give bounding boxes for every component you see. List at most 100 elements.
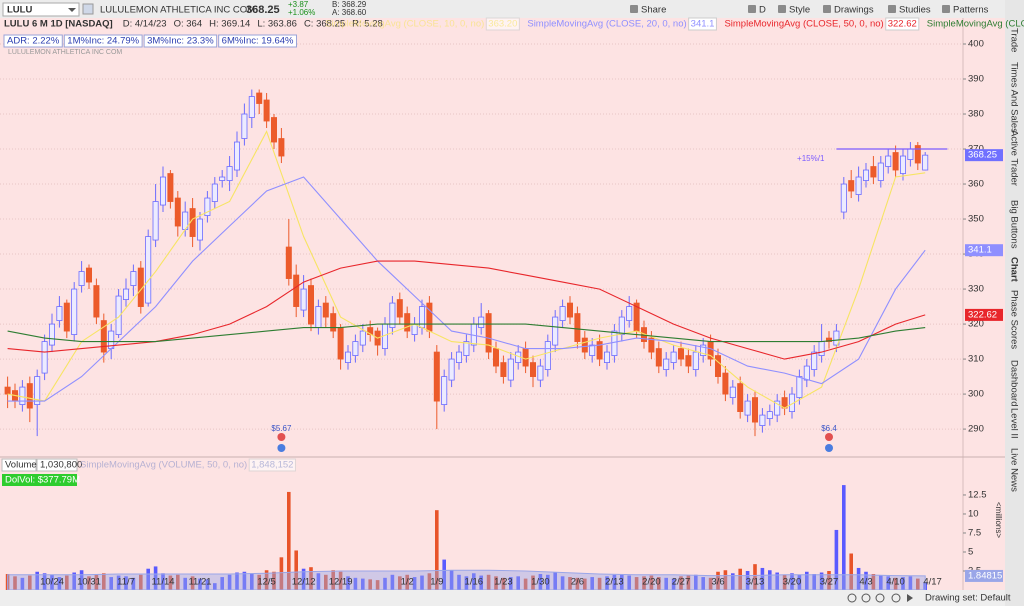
volume-bar <box>390 574 395 590</box>
toolbar-button-icon[interactable] <box>778 5 786 13</box>
toolbar-button[interactable]: Style <box>789 5 810 16</box>
candle-body <box>655 348 662 367</box>
side-tab[interactable]: Times And Sales <box>1008 62 1019 133</box>
side-tab[interactable]: Chart <box>1008 257 1019 283</box>
volume-bar <box>538 574 543 590</box>
y-tick-label: 5 <box>968 547 973 558</box>
top-bar <box>0 0 1024 18</box>
candle-body <box>863 169 870 181</box>
side-tab[interactable]: Dashboard <box>1008 360 1019 406</box>
side-tab[interactable]: Live News <box>1008 448 1019 492</box>
side-tab[interactable]: Big Buttons <box>1008 200 1019 249</box>
chart-background <box>0 18 1005 590</box>
study-marker: 322.62 <box>968 309 997 320</box>
zoom-out-icon[interactable] <box>847 593 857 603</box>
stat: 3M%Inc: 23.3% <box>147 36 214 47</box>
side-tab[interactable]: Trade <box>1008 28 1019 52</box>
toolbar-button-icon[interactable] <box>630 5 638 13</box>
volume-bar <box>886 576 890 590</box>
toolbar-button[interactable]: Studies <box>899 5 931 16</box>
x-tick-label: 2/6 <box>571 577 584 588</box>
x-tick-label: 1/2 <box>401 577 414 588</box>
toolbar-button-icon[interactable] <box>888 5 896 13</box>
reset-icon[interactable] <box>891 593 901 603</box>
candle-body <box>559 306 566 321</box>
candle-body <box>344 351 351 363</box>
bar-info: D: 4/14/23 <box>123 19 167 30</box>
candle-body <box>270 117 277 143</box>
volume-bar <box>834 529 839 590</box>
volume-bar <box>294 550 298 590</box>
volume-bar <box>605 576 609 590</box>
candle-body <box>41 341 48 374</box>
toolbar-button[interactable]: Patterns <box>953 5 989 16</box>
earnings-icon[interactable] <box>277 433 286 441</box>
candle-body <box>492 348 499 367</box>
toolbar-button[interactable]: D <box>759 5 766 16</box>
dividend-icon[interactable] <box>277 444 286 452</box>
volume-bar <box>57 577 62 590</box>
legend-name: SimpleMovingAvg (VOLUME, 50, 0, no) <box>80 460 247 471</box>
dividend-icon[interactable] <box>825 444 833 452</box>
volume-bar <box>464 576 469 590</box>
volume-bar <box>901 577 905 590</box>
cursor-icon[interactable] <box>907 594 913 602</box>
x-tick-label: 3/6 <box>711 577 724 588</box>
toolbar-button[interactable]: Share <box>641 5 666 16</box>
symbol[interactable]: LULU <box>7 5 32 16</box>
pan-icon[interactable] <box>875 593 885 603</box>
side-tab[interactable]: Level II <box>1008 408 1019 439</box>
volume-bar <box>161 573 165 590</box>
candle-body <box>670 351 677 363</box>
y-tick-label: 10 <box>968 508 979 519</box>
volume-bar <box>509 577 513 590</box>
y-tick-label: 310 <box>968 354 984 365</box>
volume-bar <box>205 579 210 590</box>
candle-body <box>49 323 56 346</box>
drawing-set[interactable]: Drawing set: Default <box>925 593 1011 604</box>
volume-bar <box>338 571 343 590</box>
volume-bar <box>398 576 402 590</box>
volume-bar <box>671 578 676 590</box>
volume-bar <box>760 567 765 590</box>
footer-icons <box>847 593 913 603</box>
link-icon[interactable] <box>82 3 94 15</box>
volume-bar <box>546 574 550 590</box>
candle-body <box>307 285 314 325</box>
candle-body <box>722 372 729 395</box>
earnings-icon[interactable] <box>825 433 833 441</box>
volume-bar <box>893 577 898 590</box>
volume-bar <box>642 576 646 590</box>
toolbar-button-icon[interactable] <box>942 5 950 13</box>
toolbar-button-icon[interactable] <box>748 5 756 13</box>
dropdown-arrow <box>68 8 76 12</box>
volume-bar <box>13 576 17 590</box>
volume-bar <box>501 577 506 590</box>
y-tick-label: 370 <box>968 144 984 155</box>
candle-body <box>167 173 174 202</box>
candle-body <box>914 145 921 164</box>
candle-body <box>877 162 884 181</box>
candle-body <box>426 302 433 332</box>
candle-body <box>86 267 93 283</box>
volume-bar <box>420 575 424 590</box>
candle-body <box>455 351 462 363</box>
zoom-in-icon[interactable] <box>861 593 871 603</box>
candle-body <box>752 397 759 423</box>
side-tab[interactable]: Active Trader <box>1008 130 1019 186</box>
y-tick-label: 290 <box>968 424 984 435</box>
stat: 1M%Inc: 24.79% <box>67 36 139 47</box>
study-line <box>7 130 926 409</box>
side-tab[interactable]: Phase Scores <box>1008 290 1019 349</box>
volume-bar <box>523 578 528 590</box>
toolbar-button[interactable]: Drawings <box>834 5 874 16</box>
x-tick-label: 1/30 <box>531 577 550 588</box>
volume-bar <box>664 577 668 590</box>
symbol-input[interactable] <box>2 2 80 17</box>
toolbar-button-icon[interactable] <box>823 5 831 13</box>
stat-box <box>218 34 297 48</box>
earnings-label: $6.4 <box>821 424 837 433</box>
candle-body <box>448 358 455 381</box>
candle-body <box>855 176 862 195</box>
candle-body <box>263 99 270 122</box>
